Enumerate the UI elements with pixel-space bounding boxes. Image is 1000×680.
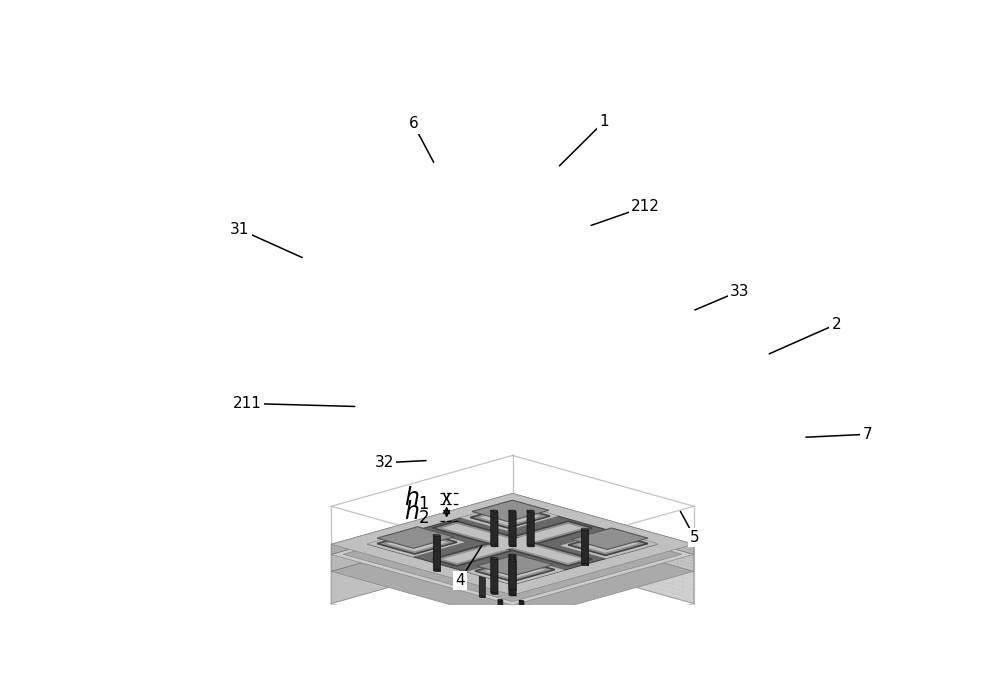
Polygon shape — [498, 600, 503, 634]
Ellipse shape — [509, 594, 516, 596]
Polygon shape — [512, 504, 694, 571]
Ellipse shape — [509, 559, 516, 561]
Ellipse shape — [527, 510, 534, 512]
Ellipse shape — [493, 632, 508, 636]
Text: $h_1$: $h_1$ — [404, 485, 430, 512]
Text: 211: 211 — [233, 396, 262, 411]
Polygon shape — [470, 506, 550, 528]
Text: 212: 212 — [631, 199, 660, 214]
Polygon shape — [331, 504, 694, 605]
Ellipse shape — [509, 554, 516, 556]
Polygon shape — [433, 521, 592, 566]
Polygon shape — [331, 520, 694, 622]
Text: $h_2$: $h_2$ — [404, 498, 430, 526]
Polygon shape — [367, 530, 464, 557]
Ellipse shape — [479, 556, 485, 557]
Polygon shape — [512, 520, 694, 604]
Ellipse shape — [479, 596, 485, 598]
Polygon shape — [377, 527, 454, 548]
Ellipse shape — [433, 570, 440, 571]
Ellipse shape — [491, 545, 498, 547]
Ellipse shape — [527, 545, 534, 547]
Ellipse shape — [491, 558, 498, 560]
Ellipse shape — [582, 564, 589, 566]
Polygon shape — [509, 554, 516, 591]
Ellipse shape — [509, 589, 516, 591]
Polygon shape — [485, 562, 545, 579]
Polygon shape — [491, 558, 498, 594]
Ellipse shape — [498, 633, 503, 634]
Text: 4: 4 — [455, 573, 465, 588]
Ellipse shape — [511, 631, 532, 639]
Polygon shape — [331, 520, 512, 604]
Text: 33: 33 — [730, 284, 749, 299]
Polygon shape — [519, 600, 524, 636]
Polygon shape — [571, 528, 648, 549]
Ellipse shape — [519, 634, 524, 636]
Polygon shape — [331, 504, 512, 571]
Polygon shape — [491, 510, 498, 547]
Polygon shape — [578, 536, 638, 553]
Polygon shape — [461, 503, 558, 530]
Ellipse shape — [514, 632, 529, 637]
Polygon shape — [581, 528, 589, 566]
Ellipse shape — [490, 630, 511, 637]
Ellipse shape — [509, 510, 516, 512]
Polygon shape — [479, 556, 485, 598]
Polygon shape — [467, 558, 564, 585]
Polygon shape — [527, 510, 534, 547]
Polygon shape — [472, 500, 549, 522]
Ellipse shape — [519, 600, 524, 602]
Polygon shape — [377, 532, 457, 554]
Polygon shape — [331, 494, 694, 595]
Polygon shape — [433, 521, 592, 566]
Polygon shape — [442, 524, 583, 563]
Polygon shape — [480, 509, 540, 525]
Ellipse shape — [509, 545, 516, 547]
Text: 32: 32 — [375, 455, 394, 471]
Ellipse shape — [491, 592, 498, 594]
Text: 6: 6 — [408, 116, 418, 131]
Text: 7: 7 — [863, 427, 872, 442]
Text: 5: 5 — [690, 530, 699, 545]
Polygon shape — [512, 494, 694, 554]
Polygon shape — [387, 534, 447, 551]
Polygon shape — [509, 510, 516, 547]
Polygon shape — [343, 507, 682, 602]
Polygon shape — [561, 531, 658, 558]
Polygon shape — [509, 559, 516, 596]
Polygon shape — [476, 555, 553, 576]
Text: 1: 1 — [599, 114, 609, 129]
Ellipse shape — [582, 529, 589, 530]
Text: 2: 2 — [832, 317, 841, 332]
Text: 31: 31 — [230, 222, 249, 237]
Polygon shape — [568, 533, 648, 556]
Ellipse shape — [518, 634, 525, 636]
Polygon shape — [433, 534, 441, 571]
Ellipse shape — [497, 633, 504, 635]
Polygon shape — [331, 494, 512, 554]
Ellipse shape — [491, 510, 498, 512]
Polygon shape — [475, 559, 555, 581]
Ellipse shape — [433, 534, 440, 537]
Polygon shape — [442, 524, 583, 563]
Polygon shape — [367, 503, 658, 585]
